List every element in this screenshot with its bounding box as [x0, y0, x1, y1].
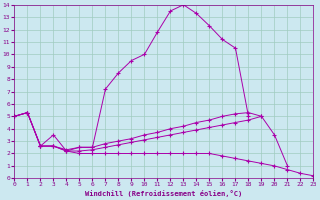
X-axis label: Windchill (Refroidissement éolien,°C): Windchill (Refroidissement éolien,°C) [85, 190, 243, 197]
